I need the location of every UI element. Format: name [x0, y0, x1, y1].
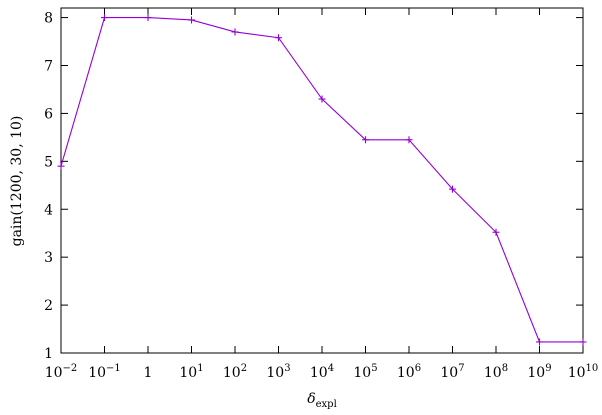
x-tick-base: 10 — [223, 365, 241, 381]
x-axis-label-main: δ — [307, 391, 315, 407]
x-tick-label: 102 — [223, 363, 247, 381]
data-point — [405, 136, 413, 144]
x-tick-base: 10 — [353, 365, 371, 381]
y-axis-label: gain(1200, 30, 10) — [9, 116, 25, 247]
x-tick-base: 10 — [179, 365, 197, 381]
data-point — [275, 34, 282, 42]
x-tick-base: 10 — [568, 365, 586, 381]
x-tick-label: 103 — [266, 363, 290, 381]
y-tick-label: 5 — [44, 154, 53, 170]
y-tick-label: 8 — [44, 11, 53, 27]
series-line — [60, 17, 583, 343]
x-tick-label: 1 — [144, 365, 153, 381]
series-markers — [57, 14, 587, 346]
x-tick-exponent: 8 — [502, 363, 508, 374]
x-tick-base: 10 — [397, 365, 415, 381]
data-point — [318, 95, 326, 103]
x-tick-exponent: 4 — [328, 363, 334, 374]
x-tick-exponent: 5 — [371, 363, 377, 374]
data-point — [492, 228, 500, 236]
y-tick-label: 3 — [44, 250, 53, 266]
x-tick-label: 105 — [353, 363, 377, 381]
y-tick-label: 1 — [44, 346, 53, 362]
x-tick-exponent: 9 — [545, 363, 551, 374]
data-point — [362, 136, 369, 144]
x-tick-exponent: 2 — [241, 363, 247, 374]
y-tick-label: 4 — [44, 202, 53, 218]
x-tick-label: 108 — [484, 363, 508, 381]
data-point — [57, 162, 65, 170]
x-axis-ticks: 10−2 10−1 1 101 102 103 104 105 106 107 108 109 1010 — [45, 8, 599, 381]
x-tick-exponent: 1 — [197, 363, 203, 374]
x-tick-label: 1010 — [568, 363, 599, 381]
x-tick-label: 109 — [527, 363, 551, 381]
y-axis-ticks: 1 2 3 4 5 6 7 8 — [44, 11, 583, 362]
x-tick-base: 10 — [440, 365, 458, 381]
x-tick-label: 10−2 — [45, 363, 78, 381]
data-point — [144, 14, 152, 22]
x-axis-label-sub: expl — [316, 399, 337, 410]
data-point — [188, 16, 195, 24]
x-tick-label: 101 — [179, 363, 203, 381]
y-tick-label: 6 — [44, 106, 53, 122]
data-point — [449, 185, 456, 193]
data-point — [579, 338, 587, 346]
x-tick-exponent: 10 — [586, 363, 599, 374]
data-point — [231, 28, 239, 36]
x-axis-label: δexpl — [307, 391, 337, 410]
x-tick-base: 1 — [144, 365, 153, 381]
data-point — [536, 338, 543, 346]
x-tick-label: 106 — [397, 363, 421, 381]
x-tick-base: 10 — [88, 365, 106, 381]
x-tick-base: 10 — [266, 365, 284, 381]
x-tick-label: 107 — [440, 363, 464, 381]
plot-frame — [60, 7, 584, 354]
x-tick-exponent: 7 — [458, 363, 464, 374]
x-tick-label: 104 — [310, 363, 334, 381]
y-tick-label: 2 — [44, 298, 53, 314]
x-tick-base: 10 — [484, 365, 502, 381]
x-tick-label: 10−1 — [88, 363, 121, 381]
x-tick-base: 10 — [527, 365, 545, 381]
x-tick-exponent: 6 — [415, 363, 421, 374]
x-tick-base: 10 — [310, 365, 328, 381]
data-point — [101, 14, 108, 22]
x-tick-exponent: −2 — [63, 363, 78, 374]
x-tick-exponent: 3 — [284, 363, 290, 374]
x-tick-base: 10 — [45, 365, 63, 381]
y-tick-label: 7 — [44, 59, 53, 75]
x-tick-exponent: −1 — [106, 363, 121, 374]
